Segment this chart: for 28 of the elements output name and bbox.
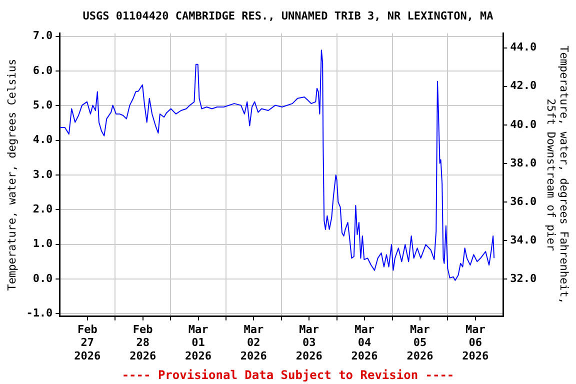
text: ---- Provisional Data Subject to Revision ----: [122, 368, 454, 382]
y-tick-label: 7.0: [32, 29, 53, 42]
y-tick-label: 1.0: [32, 237, 53, 250]
y2-tick-label: 36.0: [510, 194, 537, 208]
y2-tick-label: 34.0: [510, 233, 537, 246]
y2-tick-label: 32.0: [510, 272, 537, 285]
x-tick-label: Mar 01 2026: [185, 322, 212, 362]
y2-tick-label: 38.0: [510, 156, 537, 170]
x-tick-label: Mar 04 2026: [351, 322, 378, 362]
y-axis-title: Temperature, water, degrees Celsius: [5, 58, 18, 291]
x-tick-label: Mar 05 2026: [406, 322, 434, 362]
x-tick-label: Mar 03 2026: [296, 322, 323, 362]
x-tick-label: Mar 06 2026: [462, 322, 490, 362]
y2-tick-label: 44.0: [510, 40, 537, 54]
y2-tick-label: 42.0: [510, 79, 537, 92]
x-tick-label: Feb 28 2026: [130, 322, 156, 362]
y-tick-label: 4.0: [32, 133, 53, 146]
y-tick-label: -1.0: [26, 306, 53, 320]
x-tick-label: Mar 02 2026: [240, 322, 268, 362]
y-tick-label: 3.0: [32, 168, 53, 181]
y2-tick-label: 40.0: [510, 118, 537, 131]
y-tick-label: 0.0: [32, 272, 53, 285]
x-tick-label: Feb 27 2026: [74, 322, 102, 362]
y-tick-label: 2.0: [32, 202, 53, 216]
y-tick-label: 6.0: [32, 64, 53, 77]
chart-title: USGS 01104420 CAMBRIDGE RES., UNNAMED TRIB 3, NR LEXINGTON, MA: [82, 9, 494, 22]
y2-axis-title: Temperature, water, degrees Fahrenheit, 25ft Downstream of pier: [544, 46, 571, 304]
y-tick-label: 5.0: [32, 98, 53, 112]
